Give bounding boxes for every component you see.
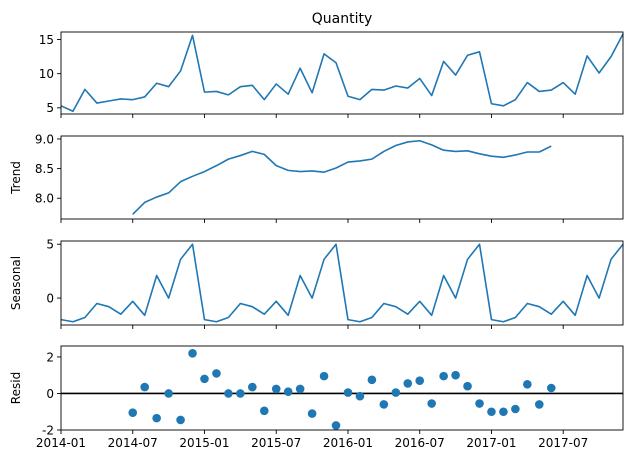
- resid-point: [511, 404, 520, 414]
- resid-axes-frame: [60, 345, 624, 431]
- y-tick-label: 5: [46, 101, 54, 115]
- resid-point: [188, 349, 197, 358]
- resid-point: [523, 380, 532, 389]
- resid-point: [463, 381, 472, 391]
- y-tick-label: 15: [39, 33, 54, 47]
- y-tick-label: 8.0: [35, 192, 54, 206]
- resid-point: [391, 388, 401, 397]
- resid-point: [152, 413, 161, 423]
- panel-seasonal: 0 5 Seasonal: [9, 238, 624, 329]
- resid-point: [403, 379, 413, 388]
- y-tick-label: 9.0: [35, 132, 54, 146]
- resid-point: [176, 415, 185, 425]
- seasonal-series-line: [60, 243, 624, 323]
- resid-point: [200, 374, 209, 384]
- resid-point: [331, 421, 341, 430]
- trend-series-line: [132, 139, 552, 215]
- panel-resid: -2 0 2 2014-01 2014-07 2015-01 2015-07 2016-01 2…: [9, 345, 624, 450]
- x-tick-label: 2014-07: [108, 436, 158, 450]
- resid-point: [535, 400, 544, 409]
- panels-group: 5 10 15 8.0 8.5 9.0 Trend 0 5 Seasonal -2 0 2 2014-01…: [9, 31, 624, 450]
- y-tick-label: 0: [46, 387, 54, 401]
- resid-point: [164, 389, 173, 398]
- resid-point: [283, 387, 293, 396]
- resid-point: [439, 371, 448, 381]
- resid-point: [248, 382, 257, 392]
- resid-point: [499, 407, 508, 417]
- resid-point: [307, 409, 317, 418]
- resid-point: [415, 376, 425, 386]
- resid-point: [259, 406, 269, 416]
- trend-ylabel: Trend: [9, 161, 23, 195]
- resid-point: [236, 389, 245, 398]
- resid-point: [427, 399, 436, 408]
- resid-point: [451, 370, 460, 380]
- panel-trend: 8.0 8.5 9.0 Trend: [9, 132, 624, 223]
- y-tick-label: 10: [39, 67, 54, 81]
- x-tick-label: 2014-01: [36, 436, 86, 450]
- x-tick-label: 2017-07: [538, 436, 588, 450]
- observed-axes-frame: [60, 31, 624, 115]
- x-tick-label: 2016-01: [323, 436, 373, 450]
- resid-point: [319, 371, 329, 381]
- resid-point: [546, 383, 556, 393]
- trend-axes-frame: [60, 135, 624, 220]
- chart-title: Quantity: [312, 11, 373, 27]
- resid-point: [487, 407, 496, 417]
- resid-point: [271, 384, 281, 394]
- x-tick-label: 2015-07: [251, 436, 301, 450]
- seasonal-ylabel: Seasonal: [9, 256, 23, 310]
- resid-ylabel: Resid: [9, 372, 23, 404]
- y-tick-label: 0: [46, 291, 54, 305]
- observed-series-line: [60, 33, 624, 113]
- resid-point: [295, 384, 305, 394]
- resid-point: [379, 400, 389, 409]
- y-tick-label: 2: [46, 350, 54, 364]
- x-tick-label: 2017-01: [466, 436, 516, 450]
- y-tick-label: 8.5: [35, 162, 54, 176]
- resid-point: [367, 375, 377, 385]
- y-tick-label: -2: [42, 423, 54, 437]
- resid-point: [212, 369, 221, 378]
- resid-point: [224, 389, 233, 398]
- resid-point: [128, 408, 138, 417]
- x-tick-label: 2016-07: [395, 436, 445, 450]
- resid-point: [475, 399, 484, 408]
- resid-point: [140, 382, 149, 392]
- resid-point: [355, 391, 365, 401]
- panel-observed: 5 10 15: [39, 31, 624, 118]
- x-tick-label: 2015-01: [179, 436, 229, 450]
- resid-point: [343, 388, 353, 397]
- seasonal-axes-frame: [60, 240, 624, 326]
- y-tick-label: 5: [46, 238, 54, 252]
